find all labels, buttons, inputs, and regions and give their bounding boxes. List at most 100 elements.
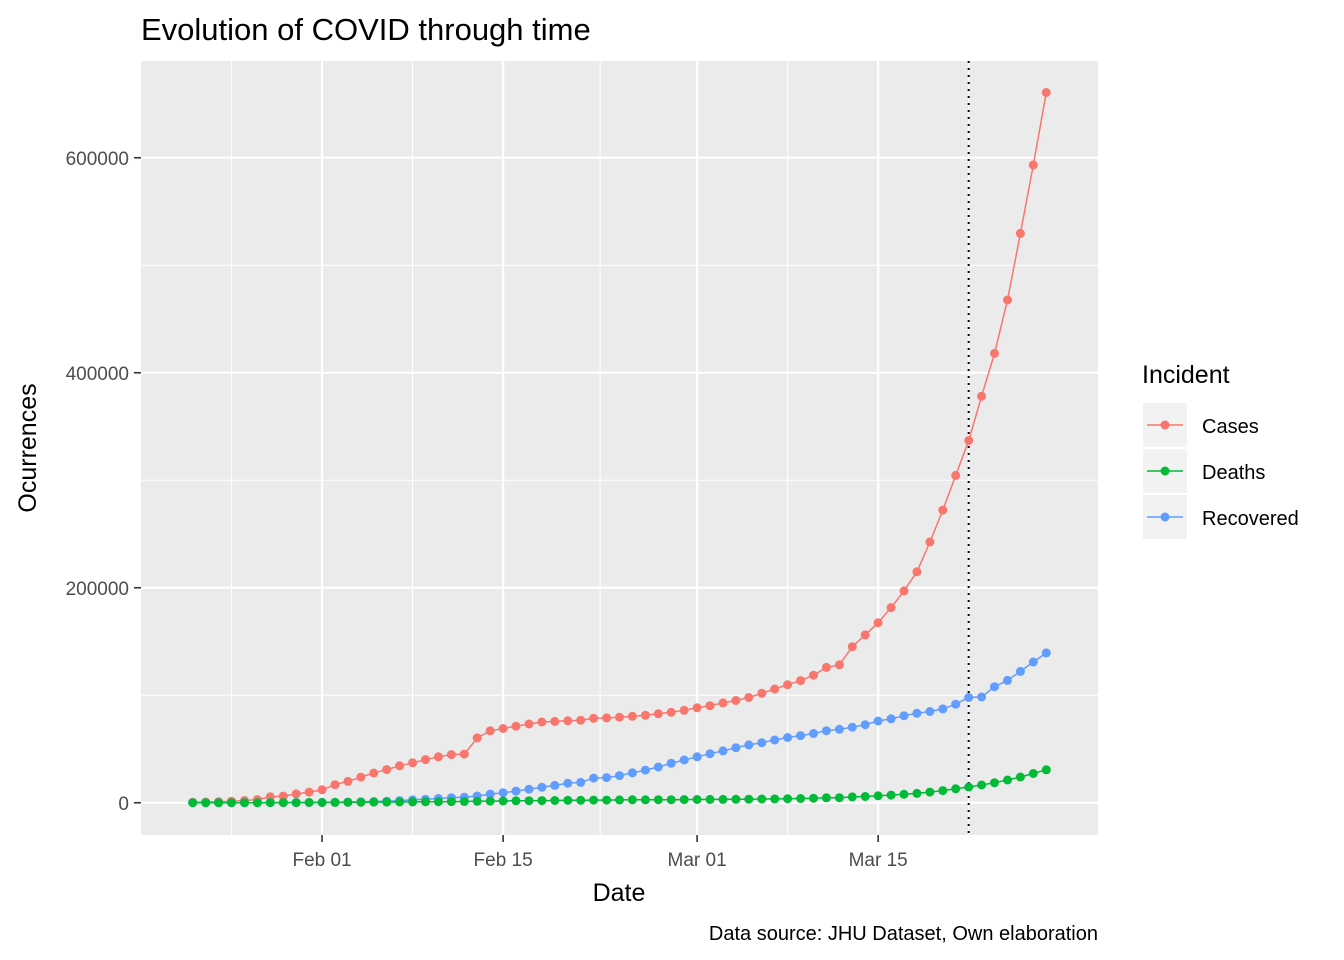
deaths-point xyxy=(873,791,883,801)
cases-point xyxy=(757,688,767,698)
recovered-point xyxy=(550,780,560,790)
cases-point xyxy=(524,719,534,729)
deaths-point xyxy=(511,796,521,806)
x-tick-label: Feb 15 xyxy=(474,850,533,871)
deaths-point xyxy=(860,792,870,801)
deaths-point xyxy=(524,796,534,806)
legend-item-recovered: Recovered xyxy=(1143,495,1299,539)
recovered-point xyxy=(1028,657,1038,667)
deaths-point xyxy=(563,795,573,805)
deaths-point xyxy=(576,795,586,805)
cases-point xyxy=(602,713,612,723)
deaths-point xyxy=(240,798,249,808)
deaths-point xyxy=(214,798,224,808)
cases-point xyxy=(472,733,482,743)
deaths-point xyxy=(395,797,405,807)
y-axis-title: Ocurrences xyxy=(14,383,42,512)
recovered-point xyxy=(886,714,896,724)
recovered-point xyxy=(653,762,663,772)
cases-point xyxy=(899,586,909,596)
deaths-point xyxy=(964,782,974,792)
cases-point xyxy=(847,642,857,652)
x-tick-label: Mar 01 xyxy=(668,850,727,871)
recovered-point xyxy=(938,704,948,714)
recovered-point xyxy=(847,722,857,732)
cases-point xyxy=(563,716,573,726)
cases-point xyxy=(1003,295,1012,305)
recovered-point xyxy=(705,749,715,759)
deaths-point xyxy=(821,793,831,803)
legend-label-recovered: Recovered xyxy=(1202,508,1299,530)
recovered-point xyxy=(770,735,780,745)
cases-point xyxy=(951,470,961,480)
cases-point xyxy=(783,680,793,690)
cases-point xyxy=(498,724,508,733)
deaths-point xyxy=(188,798,198,808)
cases-point xyxy=(1015,228,1025,238)
y-axis-ticks: 0 200000 400000 600000 xyxy=(66,149,141,815)
recovered-point xyxy=(964,693,974,702)
deaths-point xyxy=(252,798,262,808)
deaths-point xyxy=(925,787,935,797)
cases-point xyxy=(834,660,844,670)
legend-item-cases: Cases xyxy=(1143,403,1259,447)
cases-point xyxy=(304,787,314,797)
deaths-point xyxy=(938,786,948,796)
cases-point xyxy=(537,717,547,727)
cases-point xyxy=(382,765,392,775)
cases-point xyxy=(576,715,586,725)
deaths-point xyxy=(692,795,702,804)
cases-point xyxy=(770,684,780,694)
deaths-point xyxy=(705,794,715,804)
deaths-point xyxy=(446,797,456,807)
legend-key-point xyxy=(1160,466,1170,476)
deaths-point xyxy=(433,797,443,807)
cases-point xyxy=(369,768,379,778)
recovered-point xyxy=(873,716,883,726)
cases-point xyxy=(821,662,831,672)
deaths-point xyxy=(679,795,689,805)
recovered-point xyxy=(912,708,922,718)
deaths-point xyxy=(834,793,844,803)
deaths-point xyxy=(718,794,728,804)
recovered-point xyxy=(860,720,870,730)
cases-point xyxy=(886,603,896,613)
deaths-point xyxy=(472,796,482,806)
deaths-point xyxy=(886,790,896,800)
recovered-point xyxy=(679,755,689,765)
cases-point xyxy=(731,696,741,705)
deaths-point xyxy=(899,789,909,799)
recovered-point xyxy=(1041,648,1051,658)
deaths-point xyxy=(227,798,236,808)
plot-panel xyxy=(141,61,1098,835)
deaths-point xyxy=(783,794,793,804)
deaths-point xyxy=(951,784,961,794)
recovered-point xyxy=(1015,666,1025,676)
legend-key-point xyxy=(1160,420,1170,430)
deaths-point xyxy=(809,793,818,803)
cases-point xyxy=(873,618,883,628)
deaths-point xyxy=(615,795,624,805)
cases-point xyxy=(705,701,715,711)
recovered-point xyxy=(602,773,612,783)
deaths-point xyxy=(265,798,275,808)
cases-point xyxy=(809,670,818,680)
recovered-point xyxy=(744,740,754,750)
legend-label-cases: Cases xyxy=(1202,416,1259,438)
cases-point xyxy=(666,707,676,717)
recovered-point xyxy=(834,724,844,734)
cases-point xyxy=(291,789,301,799)
deaths-point xyxy=(550,796,560,805)
deaths-point xyxy=(731,794,741,804)
recovered-point xyxy=(576,777,586,787)
cases-point xyxy=(1028,160,1038,170)
cases-point xyxy=(990,348,999,358)
recovered-point xyxy=(1003,675,1012,685)
recovered-point xyxy=(615,771,624,781)
legend-label-deaths: Deaths xyxy=(1202,462,1265,484)
recovered-point xyxy=(990,682,999,692)
chart-caption: Data source: JHU Dataset, Own elaboratio… xyxy=(709,923,1098,945)
x-tick-label: Mar 15 xyxy=(849,850,908,871)
recovered-point xyxy=(537,782,547,792)
